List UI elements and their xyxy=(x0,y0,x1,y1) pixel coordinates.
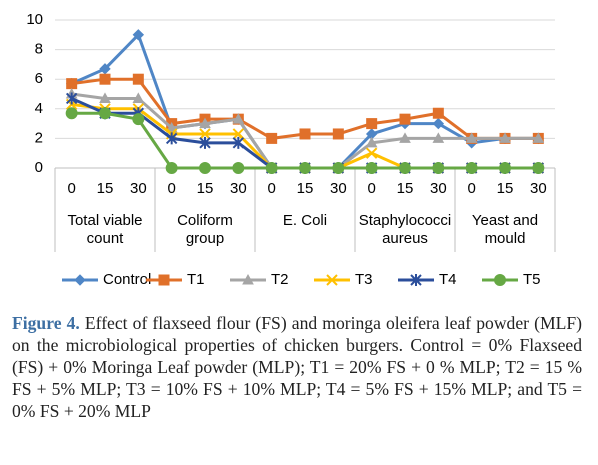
marker xyxy=(65,107,78,120)
marker xyxy=(242,273,254,285)
group-label: Yeast and mould xyxy=(471,212,539,247)
marker xyxy=(165,122,178,133)
x-tick-label: 0 xyxy=(167,180,175,197)
marker xyxy=(199,136,211,149)
chart: 0 2 4 6 8 10 0 15 30 0 15 30 0 15 30 0 15 30 0 15 30 Control T… xyxy=(26,11,556,288)
marker xyxy=(74,274,86,286)
x-tick-label: 15 xyxy=(197,180,214,197)
marker xyxy=(532,162,545,174)
marker xyxy=(232,113,245,124)
marker xyxy=(532,132,545,143)
legend-label: Control xyxy=(103,271,151,288)
marker xyxy=(432,162,445,174)
marker xyxy=(132,29,145,41)
marker xyxy=(365,162,378,174)
x-tick-label: 15 xyxy=(497,180,514,197)
x-tick-label: 15 xyxy=(297,180,314,197)
marker xyxy=(299,162,311,174)
legend-label: T3 xyxy=(355,271,373,288)
y-tick-label: 0 xyxy=(35,159,43,176)
marker xyxy=(399,132,411,143)
marker xyxy=(432,107,444,119)
x-tick-label: 30 xyxy=(330,180,347,197)
group-label: Staphylococci aureus xyxy=(358,212,452,247)
marker xyxy=(99,73,111,85)
marker xyxy=(410,274,422,286)
legend-label: T5 xyxy=(523,271,541,288)
y-tick-label: 2 xyxy=(35,129,43,146)
marker xyxy=(365,147,378,159)
marker xyxy=(132,92,145,103)
marker xyxy=(199,128,211,140)
caption-label: Figure 4. xyxy=(12,313,80,333)
marker xyxy=(299,128,311,140)
marker xyxy=(132,73,144,85)
marker xyxy=(199,162,211,174)
marker xyxy=(432,132,445,143)
marker xyxy=(99,107,111,120)
marker xyxy=(366,118,378,130)
x-tick-label: 30 xyxy=(530,180,547,197)
y-tick-label: 4 xyxy=(35,100,43,117)
marker xyxy=(365,136,378,148)
marker xyxy=(266,132,278,144)
marker xyxy=(99,92,111,103)
marker xyxy=(499,132,511,143)
marker xyxy=(399,113,411,125)
marker xyxy=(66,78,78,90)
marker xyxy=(232,162,245,174)
y-tick-label: 6 xyxy=(35,70,43,87)
x-tick-label: 30 xyxy=(130,180,147,197)
marker xyxy=(232,136,245,149)
marker xyxy=(65,92,78,105)
x-tick-label: 0 xyxy=(467,180,475,197)
x-tick-label: 0 xyxy=(267,180,275,197)
x-tick-label: 30 xyxy=(430,180,447,197)
marker xyxy=(232,128,245,140)
y-tick-label: 8 xyxy=(35,41,43,58)
caption-text: Effect of flaxseed flour (FS) and moring… xyxy=(12,313,582,421)
marker xyxy=(199,117,211,129)
marker xyxy=(332,162,345,174)
y-tick-label: 10 xyxy=(26,11,43,28)
marker xyxy=(465,162,478,174)
legend-label: T4 xyxy=(439,271,457,288)
marker xyxy=(465,132,478,143)
marker xyxy=(165,132,178,145)
x-tick-label: 15 xyxy=(397,180,414,197)
marker xyxy=(399,162,411,174)
group-label: E. Coli xyxy=(282,212,328,229)
marker xyxy=(326,274,338,286)
caption: Figure 4. Effect of flaxseed flour (FS) … xyxy=(12,312,582,422)
x-tick-label: 0 xyxy=(67,180,75,197)
x-tick-label: 30 xyxy=(230,180,247,197)
marker xyxy=(158,274,170,286)
marker xyxy=(494,274,506,286)
marker xyxy=(165,162,178,174)
marker xyxy=(265,162,278,174)
group-label: Total viable count xyxy=(67,212,143,247)
x-tick-label: 0 xyxy=(367,180,375,197)
group-label: Coliform group xyxy=(177,212,233,247)
x-tick-label: 15 xyxy=(97,180,114,197)
marker xyxy=(332,128,344,140)
marker xyxy=(432,117,445,130)
marker xyxy=(499,162,511,174)
marker xyxy=(132,113,145,126)
legend-label: T1 xyxy=(187,271,205,288)
legend-label: T2 xyxy=(271,271,289,288)
